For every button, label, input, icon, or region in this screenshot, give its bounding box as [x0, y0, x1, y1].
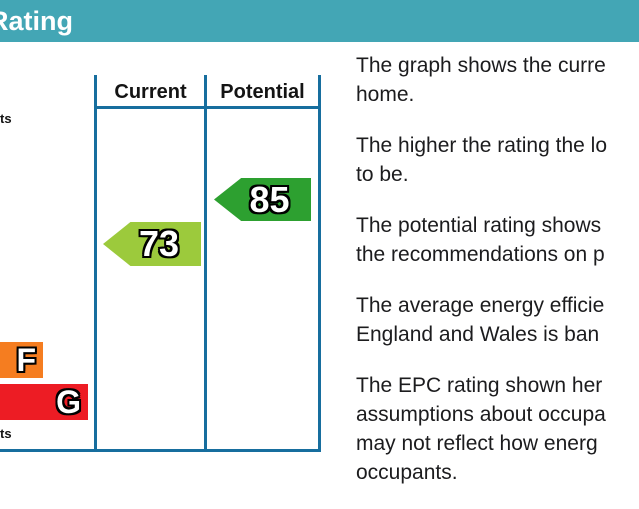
description-line: may not reflect how energ: [356, 432, 598, 455]
description-text-block: The graph shows the curre home. The high…: [356, 51, 639, 509]
potential-rating-arrow: 85: [214, 178, 311, 221]
band-g: G: [0, 384, 88, 420]
description-line: The graph shows the curre: [356, 54, 606, 77]
table-border-right: [318, 75, 321, 452]
section-title: Rating: [0, 6, 73, 36]
epc-document-page: { "header": { "title": "Rating", "bg_col…: [0, 0, 639, 484]
description-line: home.: [356, 83, 415, 106]
band-f: F: [0, 342, 43, 378]
band-g-letter: G: [56, 384, 81, 420]
description-line: assumptions about occupa: [356, 403, 606, 426]
description-line: occupants.: [356, 461, 458, 484]
description-line: The higher the rating the lo: [356, 134, 607, 157]
current-rating-value: 73: [138, 223, 180, 264]
description-paragraph: The EPC rating shown her assumptions abo…: [356, 371, 639, 487]
top-caption-fragment: ts: [0, 111, 12, 126]
description-line: England and Wales is ban: [356, 323, 600, 346]
description-line: The EPC rating shown her: [356, 374, 603, 397]
current-rating-arrow: 73: [103, 222, 201, 266]
potential-rating-value: 85: [249, 178, 290, 220]
description-paragraph: The higher the rating the lo to be.: [356, 131, 639, 189]
description-line: The potential rating shows: [356, 214, 602, 237]
band-f-letter: F: [16, 342, 36, 378]
description-paragraph: The potential rating shows the recommend…: [356, 211, 639, 269]
table-header-underline: [94, 106, 321, 109]
description-paragraph: The average energy efficie England and W…: [356, 291, 639, 349]
description-line: to be.: [356, 163, 409, 186]
bottom-caption-fragment: ts: [0, 426, 12, 441]
description-paragraph: The graph shows the curre home.: [356, 51, 639, 109]
current-column-header: Current: [114, 81, 187, 103]
description-line: The average energy efficie: [356, 294, 605, 317]
section-header-bar: Rating: [0, 0, 639, 42]
table-border-middle: [204, 75, 207, 452]
table-border-bottom: [0, 449, 321, 452]
potential-column-header: Potential: [220, 81, 305, 103]
table-border-left: [94, 75, 97, 452]
description-line: the recommendations on p: [356, 243, 605, 266]
